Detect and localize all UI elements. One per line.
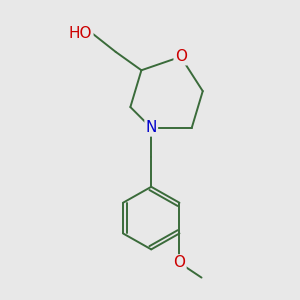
- Text: O: O: [175, 49, 187, 64]
- Text: N: N: [146, 120, 157, 135]
- Text: O: O: [173, 255, 185, 270]
- Text: HO: HO: [69, 26, 92, 41]
